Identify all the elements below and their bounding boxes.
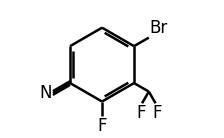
Text: F: F	[137, 104, 146, 122]
Text: N: N	[40, 84, 52, 102]
Text: Br: Br	[149, 19, 168, 37]
Text: F: F	[97, 117, 107, 135]
Text: F: F	[152, 104, 162, 122]
